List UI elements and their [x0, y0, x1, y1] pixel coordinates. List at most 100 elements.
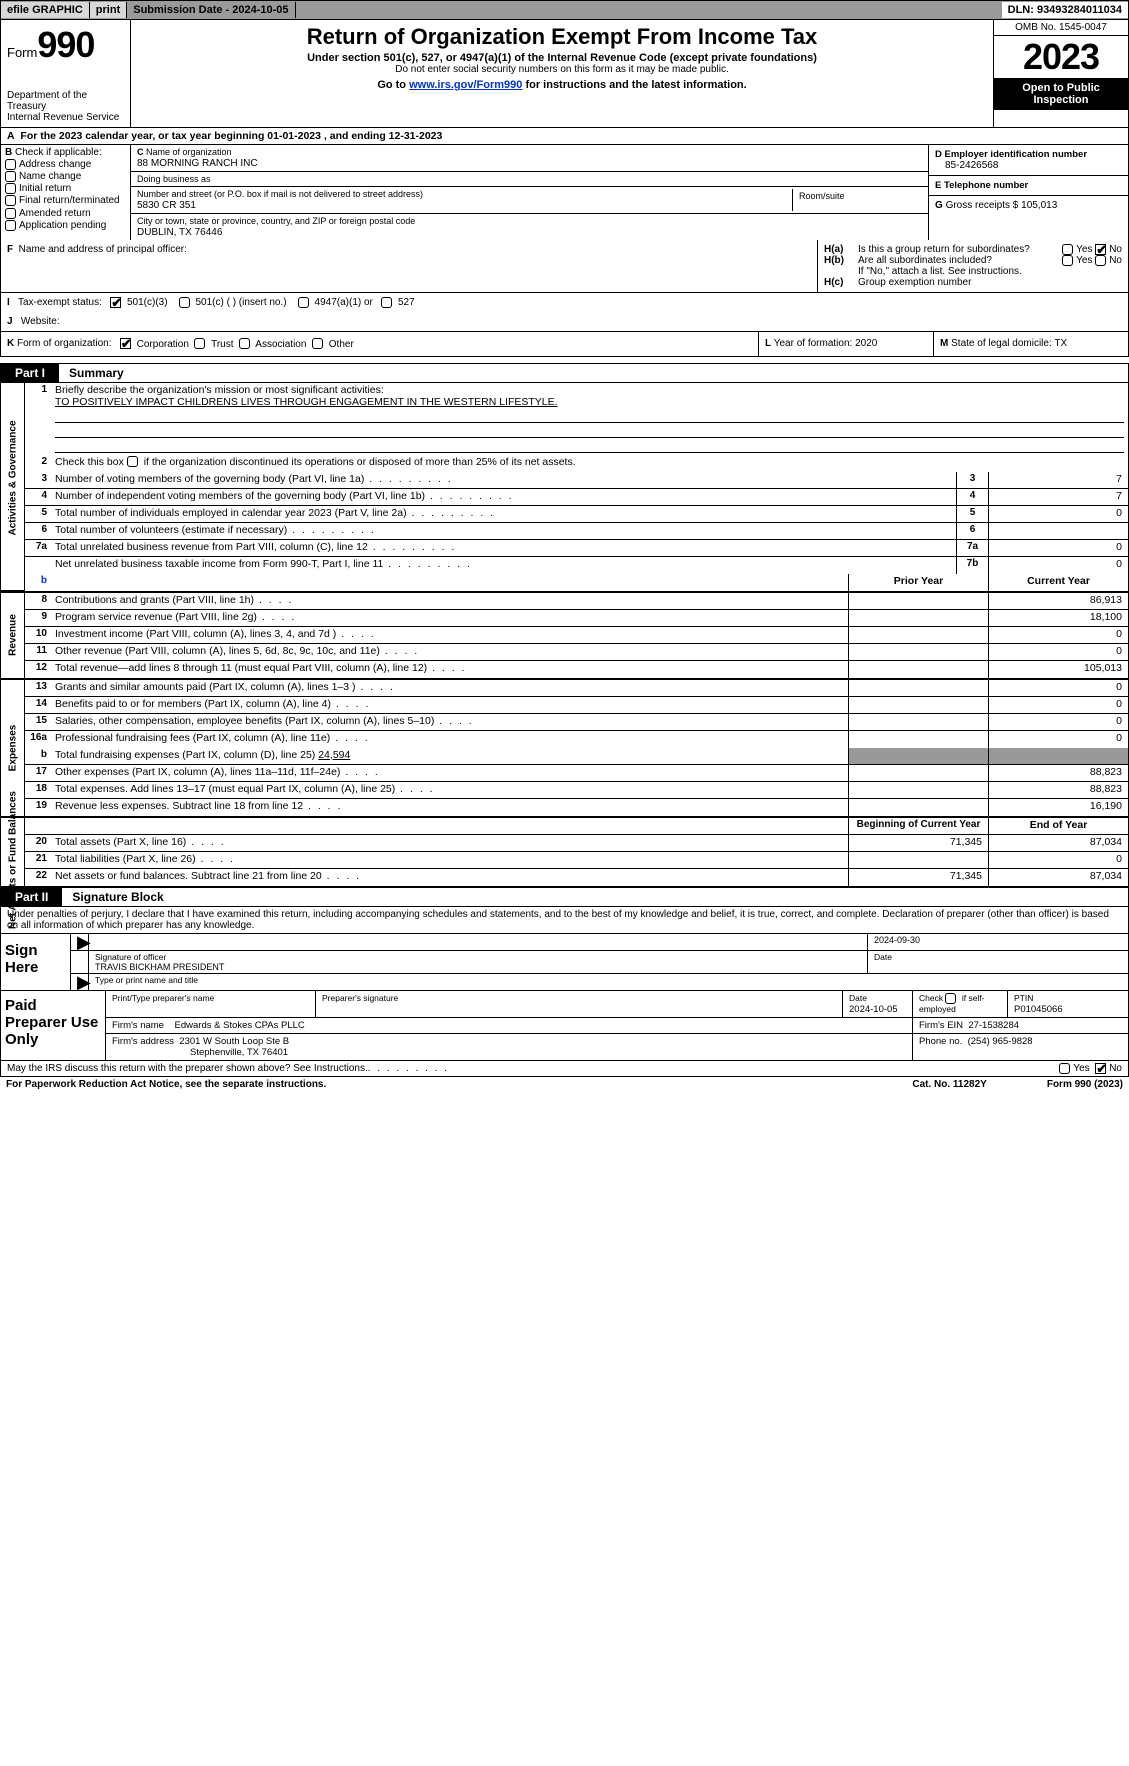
summary-line-6: 6 Total number of volunteers (estimate i… — [25, 523, 1128, 540]
section-b-checkboxes: B Check if applicable: Address change Na… — [1, 145, 131, 240]
city-state-zip: DUBLIN, TX 76446 — [137, 227, 222, 238]
cb-initial-return[interactable]: Initial return — [5, 183, 126, 194]
submission-date-label: Submission Date - 2024-10-05 — [127, 2, 295, 18]
ptin-value: P01045066 — [1014, 1004, 1063, 1015]
hb-yes[interactable]: Yes — [1062, 255, 1092, 266]
dln-label: DLN: 93493284011034 — [1002, 2, 1128, 18]
fundraising-expenses: 24,594 — [318, 749, 350, 761]
paid-preparer-block: Paid Preparer Use Only Print/Type prepar… — [0, 991, 1129, 1061]
print-button[interactable]: print — [90, 2, 127, 18]
preparer-date: 2024-10-05 — [849, 1004, 898, 1015]
summary-line-21: 21 Total liabilities (Part X, line 26) 0 — [25, 852, 1128, 869]
cb-other[interactable]: Other — [312, 339, 354, 350]
summary-line-13: 13 Grants and similar amounts paid (Part… — [25, 680, 1128, 697]
summary-expenses: Expenses 13 Grants and similar amounts p… — [0, 680, 1129, 818]
cb-501c-other[interactable]: 501(c) ( ) (insert no.) — [179, 297, 287, 308]
discuss-row: May the IRS discuss this return with the… — [0, 1061, 1129, 1077]
summary-line-9: 9 Program service revenue (Part VIII, li… — [25, 610, 1128, 627]
cb-application-pending[interactable]: Application pending — [5, 220, 126, 231]
cb-corporation[interactable]: Corporation — [120, 339, 189, 350]
row-f-h: F Name and address of principal officer:… — [0, 240, 1129, 293]
street-address: 5830 CR 351 — [137, 200, 196, 211]
hb-no[interactable]: No — [1095, 255, 1122, 266]
form-label: Form — [7, 45, 37, 60]
summary-line-5: 5 Total number of individuals employed i… — [25, 506, 1128, 523]
summary-net-header: Beginning of Current Year End of Year — [0, 818, 1129, 835]
summary-line-12: 12 Total revenue—add lines 8 through 11 … — [25, 661, 1128, 678]
entity-block: B Check if applicable: Address change Na… — [0, 145, 1129, 240]
summary-line-7a: 7a Total unrelated business revenue from… — [25, 540, 1128, 557]
gross-receipts: 105,013 — [1021, 200, 1057, 211]
summary-line-18: 18 Total expenses. Add lines 13–17 (must… — [25, 782, 1128, 799]
cb-527[interactable]: 527 — [381, 297, 414, 308]
row-i: I Tax-exempt status: 501(c)(3) 501(c) ( … — [0, 293, 1129, 312]
goto-pre: Go to — [377, 79, 409, 91]
line-a-tax-year: A For the 2023 calendar year, or tax yea… — [0, 128, 1129, 145]
summary-line-19: 19 Revenue less expenses. Subtract line … — [25, 799, 1128, 816]
ein-value: 85-2426568 — [935, 160, 998, 171]
cb-self-employed[interactable] — [945, 993, 956, 1004]
cb-4947[interactable]: 4947(a)(1) or — [298, 297, 373, 308]
cb-amended-return[interactable]: Amended return — [5, 208, 126, 219]
form-subtitle-2: Do not enter social security numbers on … — [137, 64, 987, 75]
discuss-no[interactable]: No — [1095, 1063, 1122, 1074]
cb-501c3[interactable]: 501(c)(3) — [110, 297, 167, 308]
summary-governance: Activities & Governance 1 Briefly descri… — [0, 383, 1129, 574]
cb-association[interactable]: Association — [239, 339, 306, 350]
summary-line-16a: 16a Professional fundraising fees (Part … — [25, 731, 1128, 748]
cb-discontinued[interactable] — [127, 456, 138, 467]
omb-number: OMB No. 1545-0047 — [994, 20, 1128, 36]
summary-line-10: 10 Investment income (Part VIII, column … — [25, 627, 1128, 644]
year-formation: 2020 — [855, 338, 877, 349]
summary-line-17: 17 Other expenses (Part IX, column (A), … — [25, 765, 1128, 782]
summary-line-20: 20 Total assets (Part X, line 16) 71,345… — [25, 835, 1128, 852]
cb-final-return[interactable]: Final return/terminated — [5, 195, 126, 206]
row-klm: K Form of organization: Corporation Trus… — [0, 332, 1129, 356]
sign-date: 2024-09-30 — [868, 934, 1128, 950]
firm-address-1: 2301 W South Loop Ste B — [179, 1036, 289, 1047]
summary-line-15: 15 Salaries, other compensation, employe… — [25, 714, 1128, 731]
mission-text: TO POSITIVELY IMPACT CHILDRENS LIVES THR… — [55, 396, 558, 408]
summary-line-8: 8 Contributions and grants (Part VIII, l… — [25, 593, 1128, 610]
top-toolbar: efile GRAPHIC print Submission Date - 20… — [0, 0, 1129, 20]
officer-name: TRAVIS BICKHAM PRESIDENT — [95, 962, 224, 972]
firm-name: Edwards & Stokes CPAs PLLC — [175, 1020, 305, 1031]
summary-line-7b: Net unrelated business taxable income fr… — [25, 557, 1128, 574]
firm-phone: (254) 965-9828 — [968, 1036, 1033, 1047]
summary-line-14: 14 Benefits paid to or for members (Part… — [25, 697, 1128, 714]
ha-no[interactable]: No — [1095, 244, 1122, 255]
footer: For Paperwork Reduction Act Notice, see … — [0, 1077, 1129, 1092]
firm-ein: 27-1538284 — [968, 1020, 1019, 1031]
summary-revenue: Revenue 8 Contributions and grants (Part… — [0, 593, 1129, 680]
discuss-yes[interactable]: Yes — [1059, 1063, 1089, 1074]
summary-header-row: b Prior Year Current Year — [0, 574, 1129, 593]
irs-label: Internal Revenue Service — [7, 112, 124, 123]
summary-line-22: 22 Net assets or fund balances. Subtract… — [25, 869, 1128, 886]
part-i-bar: Part I Summary — [0, 363, 1129, 383]
row-j: J Website: — [0, 312, 1129, 332]
summary-net-assets: Net Assets or Fund Balances 20 Total ass… — [0, 835, 1129, 887]
form-subtitle-1: Under section 501(c), 527, or 4947(a)(1)… — [137, 52, 987, 64]
firm-address-2: Stephenville, TX 76401 — [112, 1047, 288, 1058]
sign-here-block: Sign Here ▶ 2024-09-30 Signature of offi… — [0, 933, 1129, 991]
perjury-statement: Under penalties of perjury, I declare th… — [0, 907, 1129, 933]
form-number: 990 — [37, 24, 94, 65]
summary-line-11: 11 Other revenue (Part VIII, column (A),… — [25, 644, 1128, 661]
cb-name-change[interactable]: Name change — [5, 171, 126, 182]
org-name: 88 MORNING RANCH INC — [137, 158, 258, 169]
irs-link[interactable]: www.irs.gov/Form990 — [409, 79, 522, 91]
cb-address-change[interactable]: Address change — [5, 159, 126, 170]
tax-year: 2023 — [994, 36, 1128, 78]
state-domicile: TX — [1054, 338, 1067, 349]
dept-treasury: Department of the Treasury — [7, 90, 124, 112]
goto-post: for instructions and the latest informat… — [522, 79, 746, 91]
cb-trust[interactable]: Trust — [194, 339, 233, 350]
open-to-public: Open to Public Inspection — [994, 78, 1128, 110]
ha-yes[interactable]: Yes — [1062, 244, 1092, 255]
form-title: Return of Organization Exempt From Incom… — [137, 24, 987, 50]
summary-line-3: 3 Number of voting members of the govern… — [25, 472, 1128, 489]
efile-graphic-button[interactable]: efile GRAPHIC — [1, 2, 90, 18]
summary-line-4: 4 Number of independent voting members o… — [25, 489, 1128, 506]
form-header: Form990 Department of the Treasury Inter… — [0, 20, 1129, 128]
part-ii-bar: Part II Signature Block — [0, 887, 1129, 907]
